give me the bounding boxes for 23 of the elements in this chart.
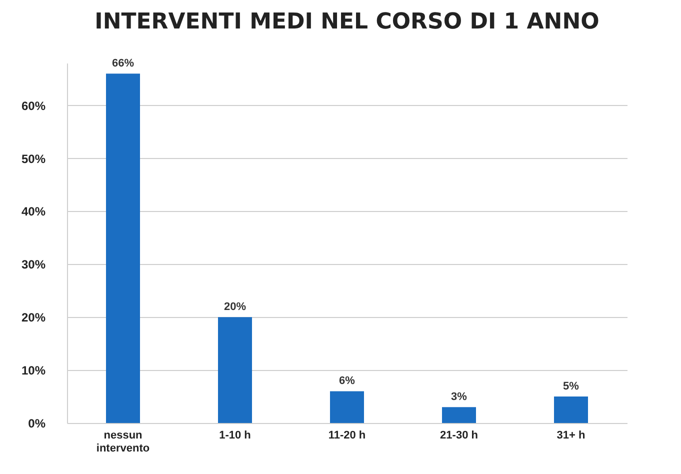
y-tick-label: 20% xyxy=(21,310,46,325)
x-tick-label: 21-30 h xyxy=(440,430,478,442)
y-tick-label: 30% xyxy=(21,258,46,272)
y-tick-label: 40% xyxy=(21,204,46,219)
x-tick-label: nessun intervento xyxy=(96,430,150,454)
x-tick-label: 11-20 h xyxy=(328,430,366,442)
y-tick-label: 60% xyxy=(21,98,46,113)
bar xyxy=(442,407,476,423)
bar xyxy=(554,396,588,423)
y-tick-label: 50% xyxy=(21,152,46,166)
bar xyxy=(330,391,364,423)
x-tick-label: 1-10 h xyxy=(219,430,252,442)
bar xyxy=(106,74,140,423)
data-label: 3% xyxy=(451,391,468,404)
data-label: 5% xyxy=(563,380,580,393)
data-label: 66% xyxy=(112,58,134,70)
y-tick-label: 0% xyxy=(28,416,46,430)
x-tick-label: 31+ h xyxy=(556,430,586,442)
data-label: 20% xyxy=(224,301,246,314)
y-tick-label: 10% xyxy=(21,364,46,378)
chart-title: INTERVENTI MEDI NEL CORSO DI 1 ANNO xyxy=(94,10,600,35)
data-label: 6% xyxy=(339,375,356,388)
bar xyxy=(218,317,252,423)
